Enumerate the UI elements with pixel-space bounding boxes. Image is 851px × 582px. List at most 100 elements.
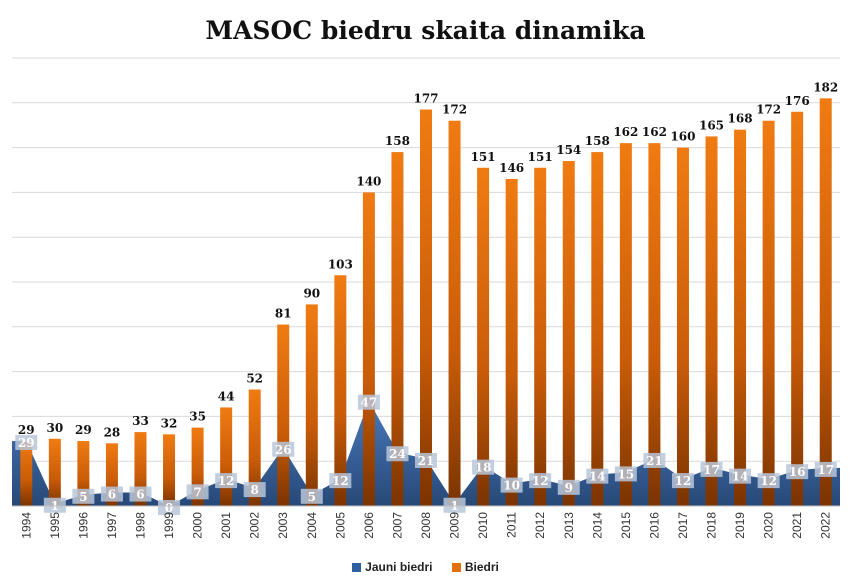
data-label-biedri: 35 xyxy=(189,410,206,424)
bar-biedri xyxy=(20,441,33,506)
bar-biedri xyxy=(505,178,518,506)
data-label-jauni-biedri: 26 xyxy=(275,443,292,457)
data-label-bg-jauni-biedri xyxy=(72,488,95,504)
x-tick-label: 2016 xyxy=(647,512,661,539)
data-label-biedri: 168 xyxy=(728,112,753,126)
data-label-biedri: 151 xyxy=(471,150,496,164)
legend-item-biedri: Biedri xyxy=(451,560,499,574)
legend-swatch-jauni-biedri xyxy=(352,562,362,572)
x-tick-label: 2000 xyxy=(191,512,205,539)
x-tick-label: 2022 xyxy=(819,512,833,539)
data-label-bg-jauni-biedri xyxy=(529,473,552,489)
data-label-bg-jauni-biedri xyxy=(671,473,694,489)
bar-biedri xyxy=(648,143,661,506)
data-label-bg-jauni-biedri xyxy=(215,473,238,489)
bar-biedri xyxy=(163,434,176,506)
data-label-biedri: 172 xyxy=(756,103,781,117)
data-label-jauni-biedri: 6 xyxy=(108,488,116,502)
x-tick-label: 1999 xyxy=(162,512,176,539)
data-label-jauni-biedri: 21 xyxy=(418,454,435,468)
data-label-biedri: 29 xyxy=(18,423,35,437)
data-label-biedri: 158 xyxy=(585,134,610,148)
legend: Jauni biedri Biedri xyxy=(0,560,851,575)
data-label-bg-jauni-biedri xyxy=(643,452,666,468)
data-label-biedri: 29 xyxy=(75,423,92,437)
data-label-biedri: 90 xyxy=(303,286,320,300)
data-label-bg-jauni-biedri xyxy=(186,484,209,500)
x-tick-label: 2007 xyxy=(390,512,404,539)
data-label-jauni-biedri: 47 xyxy=(361,396,378,410)
legend-label-jauni-biedri: Jauni biedri xyxy=(365,560,433,574)
data-label-biedri: 52 xyxy=(246,372,263,386)
bar-biedri xyxy=(334,275,347,506)
data-label-jauni-biedri: 14 xyxy=(732,470,749,484)
bar-biedri xyxy=(619,143,632,506)
data-label-biedri: 32 xyxy=(161,416,178,430)
data-label-bg-jauni-biedri xyxy=(15,435,38,451)
bar-biedri xyxy=(248,389,261,506)
x-tick-label: 1997 xyxy=(105,512,119,539)
bar-biedri xyxy=(762,120,775,506)
data-label-bg-jauni-biedri xyxy=(129,486,152,502)
data-label-jauni-biedri: 12 xyxy=(760,474,777,488)
data-label-bg-jauni-biedri xyxy=(757,473,780,489)
data-label-jauni-biedri: 0 xyxy=(165,501,173,515)
x-tick-label: 2008 xyxy=(419,512,433,539)
x-tick-label: 2011 xyxy=(505,512,519,538)
data-label-bg-jauni-biedri xyxy=(158,500,181,515)
data-label-bg-jauni-biedri xyxy=(243,482,266,498)
data-label-jauni-biedri: 21 xyxy=(646,454,663,468)
data-label-biedri: 162 xyxy=(642,125,667,139)
data-label-bg-jauni-biedri xyxy=(329,473,352,489)
data-label-bg-jauni-biedri xyxy=(300,488,323,504)
data-label-jauni-biedri: 5 xyxy=(79,490,87,504)
bar-biedri xyxy=(591,152,604,506)
data-label-biedri: 176 xyxy=(785,94,810,108)
x-tick-label: 2020 xyxy=(762,512,776,539)
bar-biedri xyxy=(705,136,718,506)
data-label-jauni-biedri: 6 xyxy=(136,488,144,502)
data-label-jauni-biedri: 17 xyxy=(817,463,834,477)
data-label-biedri: 44 xyxy=(218,389,235,403)
chart-title: MASOC biedru skaita dinamika xyxy=(205,16,646,45)
data-label-biedri: 154 xyxy=(556,143,581,157)
data-label-biedri: 162 xyxy=(613,125,638,139)
data-label-bg-jauni-biedri xyxy=(415,452,437,468)
data-label-biedri: 33 xyxy=(132,414,149,428)
bar-biedri xyxy=(534,167,547,506)
data-label-bg-jauni-biedri xyxy=(100,486,123,502)
bar-biedri xyxy=(562,161,575,507)
bar-biedri xyxy=(277,324,290,506)
data-label-bg-jauni-biedri xyxy=(443,497,466,513)
data-label-jauni-biedri: 15 xyxy=(618,467,635,481)
data-label-jauni-biedri: 8 xyxy=(251,483,259,497)
x-tick-label: 1996 xyxy=(76,512,90,539)
data-label-biedri: 151 xyxy=(528,150,553,164)
data-label-bg-jauni-biedri xyxy=(357,394,380,410)
data-label-biedri: 165 xyxy=(699,118,724,132)
data-label-bg-jauni-biedri xyxy=(472,459,495,475)
x-tick-label: 2018 xyxy=(705,512,719,539)
data-label-bg-jauni-biedri xyxy=(586,468,609,484)
data-label-bg-jauni-biedri xyxy=(614,466,637,482)
data-label-biedri: 103 xyxy=(328,257,353,271)
data-label-biedri: 160 xyxy=(670,130,695,144)
data-label-biedri: 172 xyxy=(442,103,467,117)
data-label-jauni-biedri: 7 xyxy=(193,485,201,499)
bar-biedri xyxy=(420,109,432,507)
bar-biedri xyxy=(819,98,832,506)
data-label-biedri: 140 xyxy=(356,174,381,188)
x-tick-label: 2014 xyxy=(590,512,604,539)
x-tick-label: 2013 xyxy=(562,512,576,539)
bar-biedri xyxy=(362,192,375,506)
bar-biedri xyxy=(305,304,318,506)
data-label-jauni-biedri: 16 xyxy=(789,465,806,479)
data-label-jauni-biedri: 12 xyxy=(532,474,549,488)
x-tick-label: 2015 xyxy=(619,512,633,539)
data-label-jauni-biedri: 12 xyxy=(675,474,692,488)
x-tick-label: 2010 xyxy=(476,512,490,539)
data-label-biedri: 28 xyxy=(104,425,121,439)
data-label-bg-jauni-biedri xyxy=(786,464,809,480)
data-label-biedri: 30 xyxy=(46,421,63,435)
